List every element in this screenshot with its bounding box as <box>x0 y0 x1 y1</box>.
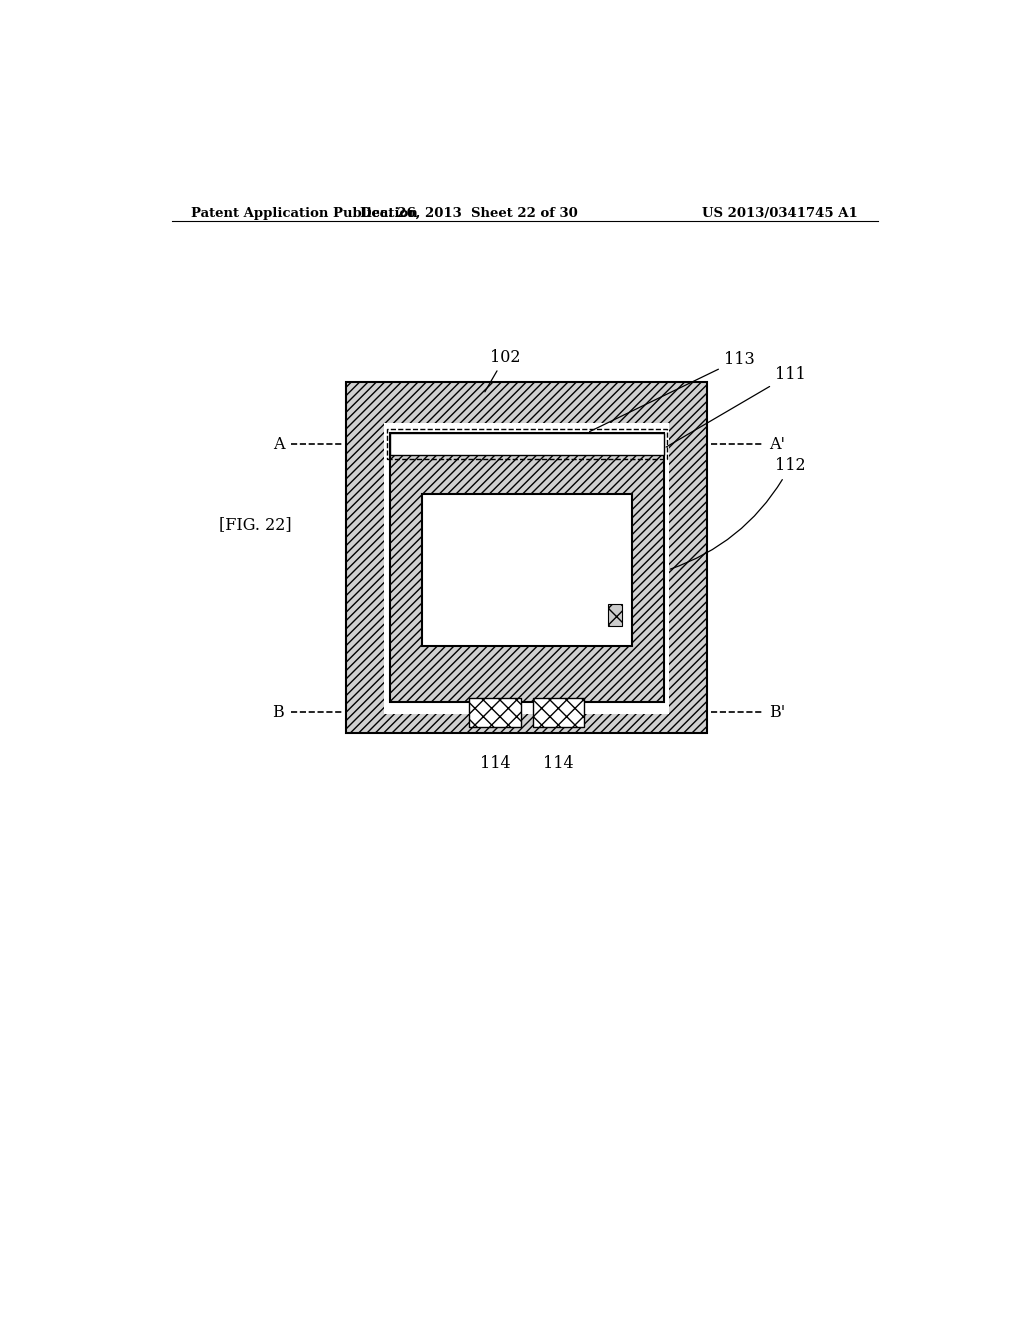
Text: A': A' <box>769 436 785 453</box>
Text: 114: 114 <box>479 755 510 772</box>
Text: B': B' <box>769 704 785 721</box>
Text: B: B <box>272 704 285 721</box>
Text: 112: 112 <box>671 458 806 569</box>
Bar <box>422 494 632 647</box>
Text: Patent Application Publication: Patent Application Publication <box>191 207 418 220</box>
Bar <box>469 698 521 726</box>
Bar <box>532 698 585 726</box>
Bar <box>346 381 708 733</box>
Bar <box>608 603 623 626</box>
Text: 113: 113 <box>590 351 755 432</box>
Bar <box>384 422 670 714</box>
Text: [FIG. 22]: [FIG. 22] <box>219 516 292 533</box>
Text: 114: 114 <box>543 755 573 772</box>
Text: 102: 102 <box>484 348 520 392</box>
Text: A: A <box>272 436 285 453</box>
Bar <box>390 433 664 455</box>
Bar <box>387 429 667 459</box>
Bar <box>390 433 664 702</box>
Text: US 2013/0341745 A1: US 2013/0341745 A1 <box>702 207 858 220</box>
Text: 111: 111 <box>666 366 806 447</box>
Text: Dec. 26, 2013  Sheet 22 of 30: Dec. 26, 2013 Sheet 22 of 30 <box>360 207 579 220</box>
